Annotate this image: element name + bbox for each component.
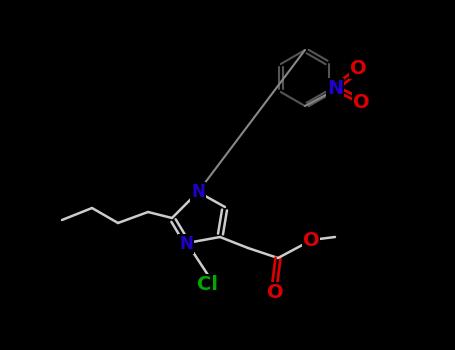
Text: N: N: [327, 78, 343, 98]
Text: O: O: [350, 60, 366, 78]
Text: N: N: [179, 235, 193, 253]
Text: O: O: [353, 92, 369, 112]
Text: O: O: [303, 231, 319, 250]
Text: N: N: [191, 183, 205, 201]
Text: O: O: [267, 282, 283, 301]
Text: Cl: Cl: [197, 274, 218, 294]
